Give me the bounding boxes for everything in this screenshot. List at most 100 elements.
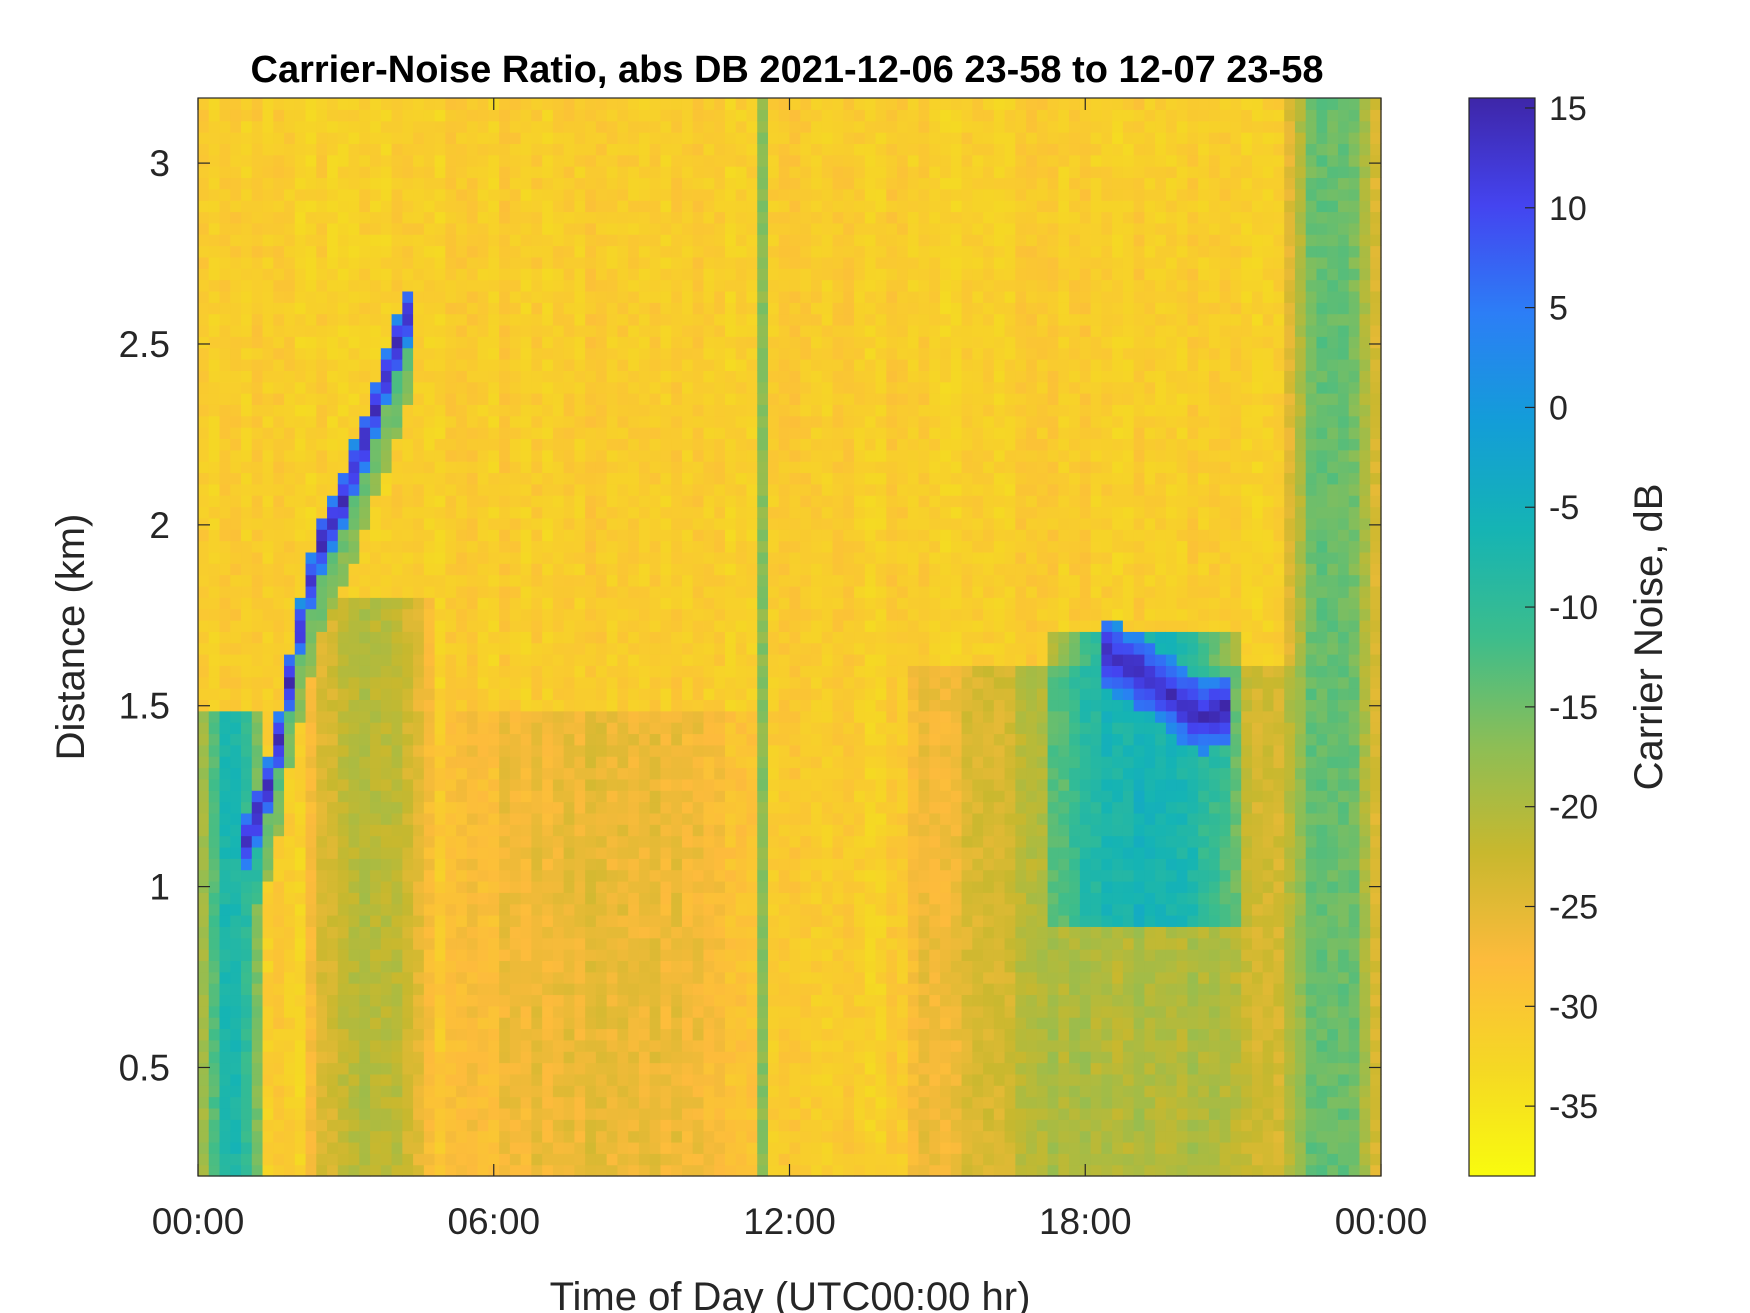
heatmap-cell <box>423 756 436 769</box>
heatmap-cell <box>262 551 274 564</box>
heatmap-cell <box>251 676 264 689</box>
heatmap-cell <box>746 790 758 803</box>
heatmap-cell <box>692 915 705 927</box>
heatmap-cell <box>251 1073 264 1086</box>
heatmap-cell <box>316 608 328 621</box>
heatmap-cell <box>520 268 532 281</box>
heatmap-cell <box>649 358 662 371</box>
heatmap-cell <box>628 983 640 996</box>
heatmap-cell <box>359 858 371 871</box>
heatmap-cell <box>434 1130 446 1143</box>
heatmap-cell <box>724 1119 737 1132</box>
heatmap-cell <box>606 245 619 258</box>
heatmap-cell <box>327 517 339 530</box>
heatmap-cell <box>563 517 575 530</box>
heatmap-cell <box>348 336 360 349</box>
heatmap-cell <box>499 324 511 337</box>
heatmap-cell <box>488 551 500 564</box>
heatmap-cell <box>241 551 253 564</box>
heatmap-cell <box>230 415 242 428</box>
heatmap-cell <box>348 983 360 996</box>
heatmap-cell <box>628 438 640 451</box>
heatmap-cell <box>703 551 715 564</box>
heatmap-cell <box>735 778 748 791</box>
heatmap-cell <box>746 347 758 360</box>
heatmap-cell <box>294 98 307 110</box>
heatmap-cell <box>466 427 479 440</box>
heatmap-cell <box>488 744 500 757</box>
heatmap-cell <box>606 733 619 746</box>
heatmap-cell <box>413 824 425 837</box>
heatmap-cell <box>606 983 619 996</box>
heatmap-cell <box>198 756 210 769</box>
heatmap-cell <box>423 222 436 235</box>
heatmap-cell <box>219 302 231 315</box>
heatmap-cell <box>660 688 672 701</box>
heatmap-cell <box>445 699 457 712</box>
heatmap-cell <box>746 608 758 621</box>
heatmap-cell <box>488 1005 500 1018</box>
heatmap-cell <box>746 880 758 893</box>
heatmap-cell <box>703 358 715 371</box>
heatmap-cell <box>251 608 264 621</box>
heatmap-cell <box>251 915 264 927</box>
heatmap-cell <box>649 1164 662 1177</box>
heatmap-cell <box>294 211 307 224</box>
heatmap-cell <box>628 915 640 927</box>
heatmap-cell <box>402 563 414 576</box>
heatmap-cell <box>488 971 500 984</box>
heatmap-cell <box>552 268 565 281</box>
heatmap-cell <box>434 324 446 337</box>
heatmap-cell <box>552 846 565 859</box>
heatmap-cell <box>585 279 597 292</box>
heatmap-cell <box>542 336 554 349</box>
heatmap-cell <box>681 529 694 542</box>
heatmap-cell <box>316 551 328 564</box>
heatmap-cell <box>735 256 748 269</box>
heatmap-cell <box>423 415 436 428</box>
heatmap-cell <box>305 790 317 803</box>
heatmap-cell <box>477 1028 489 1041</box>
heatmap-cell <box>628 722 640 735</box>
heatmap-cell <box>520 324 532 337</box>
heatmap-cell <box>337 438 350 451</box>
heatmap-cell <box>563 880 575 893</box>
heatmap-cell <box>230 1141 242 1154</box>
heatmap-cell <box>499 1028 511 1041</box>
heatmap-cell <box>660 517 672 530</box>
heatmap-cell <box>284 211 296 224</box>
heatmap-cell <box>671 801 683 814</box>
heatmap-cell <box>402 585 414 598</box>
heatmap-cell <box>703 211 715 224</box>
heatmap-cell <box>294 574 307 587</box>
heatmap-cell <box>520 347 532 360</box>
heatmap-cell <box>456 563 468 576</box>
heatmap-cell <box>542 154 554 167</box>
heatmap-cell <box>563 268 575 281</box>
heatmap-cell <box>359 438 371 451</box>
heatmap-cell <box>563 1062 575 1075</box>
heatmap-cell <box>552 404 565 417</box>
heatmap-cell <box>230 109 242 122</box>
heatmap-cell <box>531 438 543 451</box>
heatmap-cell <box>230 495 242 508</box>
heatmap-cell <box>746 654 758 666</box>
heatmap-cell <box>327 778 339 791</box>
heatmap-cell <box>262 1073 274 1086</box>
heatmap-cell <box>520 597 532 610</box>
heatmap-cell <box>466 858 479 871</box>
heatmap-cell <box>681 336 694 349</box>
heatmap-cell <box>208 551 221 564</box>
heatmap-cell <box>413 177 425 190</box>
heatmap-cell <box>714 926 726 939</box>
heatmap-cell <box>273 574 285 587</box>
heatmap-cell <box>724 619 737 632</box>
heatmap-cell <box>284 665 296 678</box>
heatmap-cell <box>402 506 414 519</box>
heatmap-cell <box>456 824 468 837</box>
heatmap-cell <box>724 1141 737 1154</box>
heatmap-cell <box>724 529 737 542</box>
heatmap-cell <box>402 347 414 360</box>
heatmap-cell <box>606 665 619 678</box>
heatmap-cell <box>692 597 705 610</box>
